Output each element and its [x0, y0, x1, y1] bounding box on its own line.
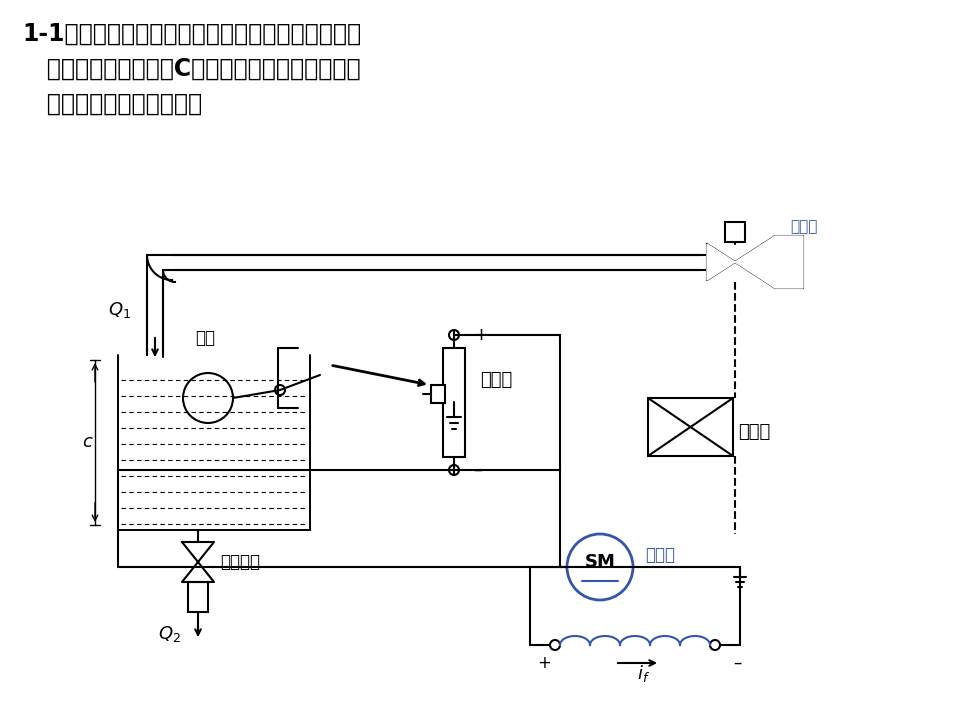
Text: 电位器: 电位器	[480, 371, 513, 389]
Text: –: –	[733, 654, 741, 672]
Bar	[648, 398, 733, 456]
Circle shape	[449, 465, 459, 475]
Text: c: c	[82, 433, 92, 451]
Text: 控制阀: 控制阀	[790, 220, 817, 235]
Text: 用水开关: 用水开关	[220, 553, 260, 571]
Text: 况下，希望液面高度C维持不变，试说明系统工作: 况下，希望液面高度C维持不变，试说明系统工作	[22, 57, 361, 81]
Polygon shape	[182, 542, 214, 562]
Text: 电动机: 电动机	[645, 546, 675, 564]
Bar	[431, 385, 445, 403]
Text: SM: SM	[585, 553, 615, 571]
Text: 原理并画出系统方块图。: 原理并画出系统方块图。	[22, 92, 203, 116]
Polygon shape	[763, 236, 803, 288]
Circle shape	[550, 640, 560, 650]
Polygon shape	[707, 244, 735, 280]
Text: –: –	[473, 461, 482, 479]
Text: +: +	[473, 326, 488, 344]
Text: 减速器: 减速器	[738, 423, 770, 441]
Polygon shape	[735, 244, 763, 280]
Text: 浮子: 浮子	[195, 329, 215, 347]
Circle shape	[275, 385, 285, 395]
Text: $i_f$: $i_f$	[637, 662, 650, 683]
Circle shape	[710, 640, 720, 650]
Bar	[725, 222, 745, 242]
Text: +: +	[537, 654, 551, 672]
Text: $Q_1$: $Q_1$	[108, 300, 132, 320]
Bar	[443, 348, 465, 457]
Circle shape	[449, 330, 459, 340]
Bar	[188, 582, 208, 612]
Polygon shape	[182, 562, 214, 582]
Text: 1-1下图是液位自动控制系统原理示意图。在任意情: 1-1下图是液位自动控制系统原理示意图。在任意情	[22, 22, 361, 46]
Text: $Q_2$: $Q_2$	[158, 624, 180, 644]
